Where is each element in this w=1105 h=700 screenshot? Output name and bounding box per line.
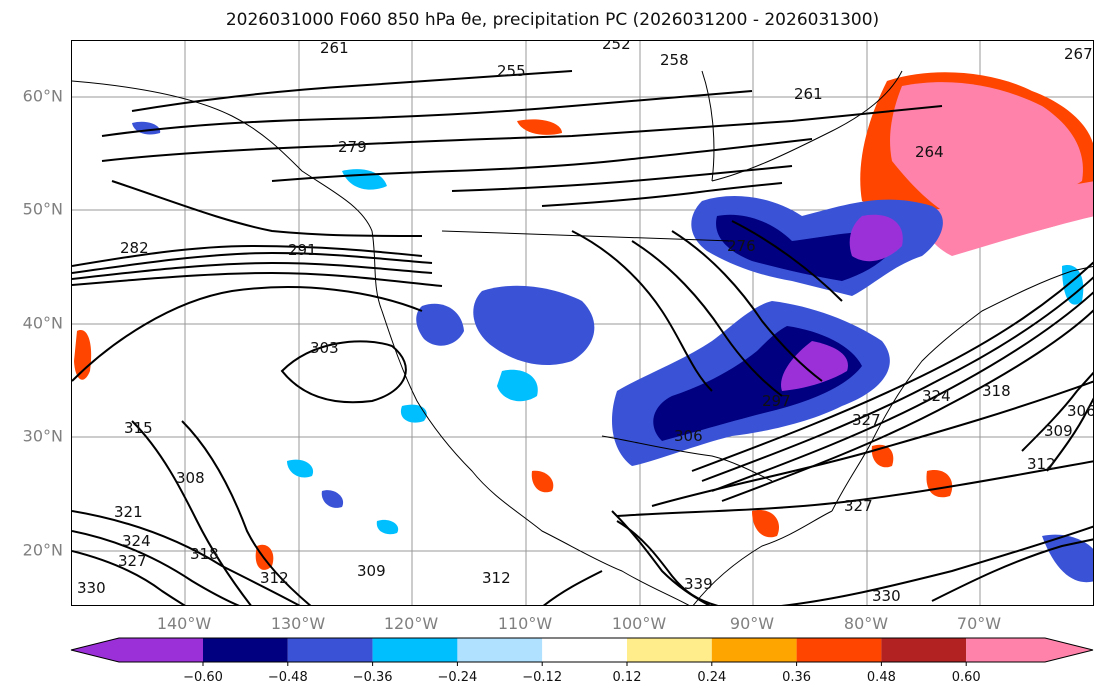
colorbar-segment: [542, 638, 627, 662]
colorbar-tick-label: 0.36: [782, 670, 812, 685]
contour-label: 255: [497, 62, 526, 80]
contour-label: 264: [915, 143, 944, 161]
contour-label: 252: [602, 41, 631, 53]
colorbar-segment: [203, 638, 288, 662]
colorbar-tick-label: 0.24: [697, 670, 727, 685]
contour-label: 318: [190, 545, 219, 563]
contour-label: 258: [660, 51, 689, 69]
contour-label: 309: [357, 562, 386, 580]
contour-label: 297: [762, 392, 791, 410]
contour-label: 308: [176, 469, 205, 487]
colorbar-segment: [372, 638, 458, 662]
contour-label: 261: [320, 41, 349, 57]
contour-label: 321: [114, 503, 143, 521]
contour-label: 318: [982, 382, 1011, 400]
theta-e-contours: [72, 70, 1093, 605]
colorbar-segment: [287, 638, 373, 662]
colorbar-tick-label: −0.36: [352, 670, 393, 685]
contour-label: 327: [844, 497, 873, 515]
lat-label-40n: 40°N: [22, 313, 63, 333]
lat-label-20n: 20°N: [22, 540, 63, 560]
contour-label: 291: [288, 241, 317, 259]
lat-label-50n: 50°N: [22, 199, 63, 219]
contour-label: 267: [1064, 45, 1093, 63]
lon-label-80w: 80°W: [843, 614, 889, 633]
lon-label-70w: 70°W: [956, 614, 1002, 633]
contour-label: 330: [872, 587, 901, 605]
contour-label: 339: [684, 575, 713, 593]
contour-label: 309: [1044, 422, 1073, 440]
lon-label-90w: 90°W: [729, 614, 775, 633]
contour-label: 327: [118, 552, 147, 570]
colorbar-segment: [71, 638, 203, 662]
colorbar-tick-label: −0.60: [183, 670, 223, 685]
map-title: 2026031000 F060 850 hPa θe, precipitatio…: [225, 10, 880, 30]
colorbar-tick-label: 0.60: [951, 670, 981, 685]
contour-label: 306: [1067, 402, 1094, 420]
lon-label-100w: 100°W: [611, 614, 667, 633]
contour-label: 312: [482, 569, 511, 587]
contour-label: 324: [122, 532, 151, 550]
lon-label-140w: 140°W: [156, 614, 212, 633]
contour-label: 324: [922, 387, 951, 405]
lat-label-30n: 30°N: [22, 426, 63, 446]
map-canvas: 261 258 252 255 261 264 267 279 282 291 …: [72, 41, 1094, 605]
colorbar-segment: [796, 638, 882, 662]
colorbar-tick-label: −0.12: [522, 670, 563, 685]
colorbar-segments: [70, 637, 1094, 663]
contour-label: 312: [1027, 455, 1056, 473]
colorbar-outline: [70, 637, 1094, 663]
colorbar-segment: [627, 638, 712, 662]
contour-label: 261: [794, 85, 823, 103]
colorbar-segment: [711, 638, 797, 662]
contour-label: 330: [77, 579, 106, 597]
colorbar-ticks: [202, 662, 967, 666]
contour-label: 303: [310, 339, 339, 357]
lon-label-120w: 120°W: [383, 614, 439, 633]
lon-label-110w: 110°W: [497, 614, 553, 633]
contour-label: 282: [120, 239, 149, 257]
contour-label: 315: [124, 419, 153, 437]
contour-label: 312: [260, 569, 289, 587]
colorbar-segment: [457, 638, 543, 662]
colorbar-tick-label: 0.48: [866, 670, 896, 685]
contour-labels: 261 258 252 255 261 264 267 279 282 291 …: [77, 41, 1094, 605]
colorbar-segment: [881, 638, 967, 662]
negative-anomaly-western-us: [473, 285, 595, 366]
lon-label-130w: 130°W: [270, 614, 326, 633]
map-plot-area: 261 258 252 255 261 264 267 279 282 291 …: [71, 40, 1094, 606]
colorbar: [70, 637, 1094, 666]
colorbar-segment: [966, 638, 1093, 662]
lat-label-60n: 60°N: [22, 86, 63, 106]
contour-label: 327: [852, 411, 881, 429]
colorbar-tick-label: 0.12: [612, 670, 642, 685]
precip-fill-areas: [74, 72, 1093, 583]
contour-label: 306: [674, 427, 703, 445]
contour-label: 276: [727, 237, 756, 255]
positive-anomaly-northeast-core: [890, 82, 1083, 216]
colorbar-tick-label: −0.48: [267, 670, 308, 685]
colorbar-tick-label: −0.24: [437, 670, 478, 685]
contour-label: 279: [338, 138, 367, 156]
